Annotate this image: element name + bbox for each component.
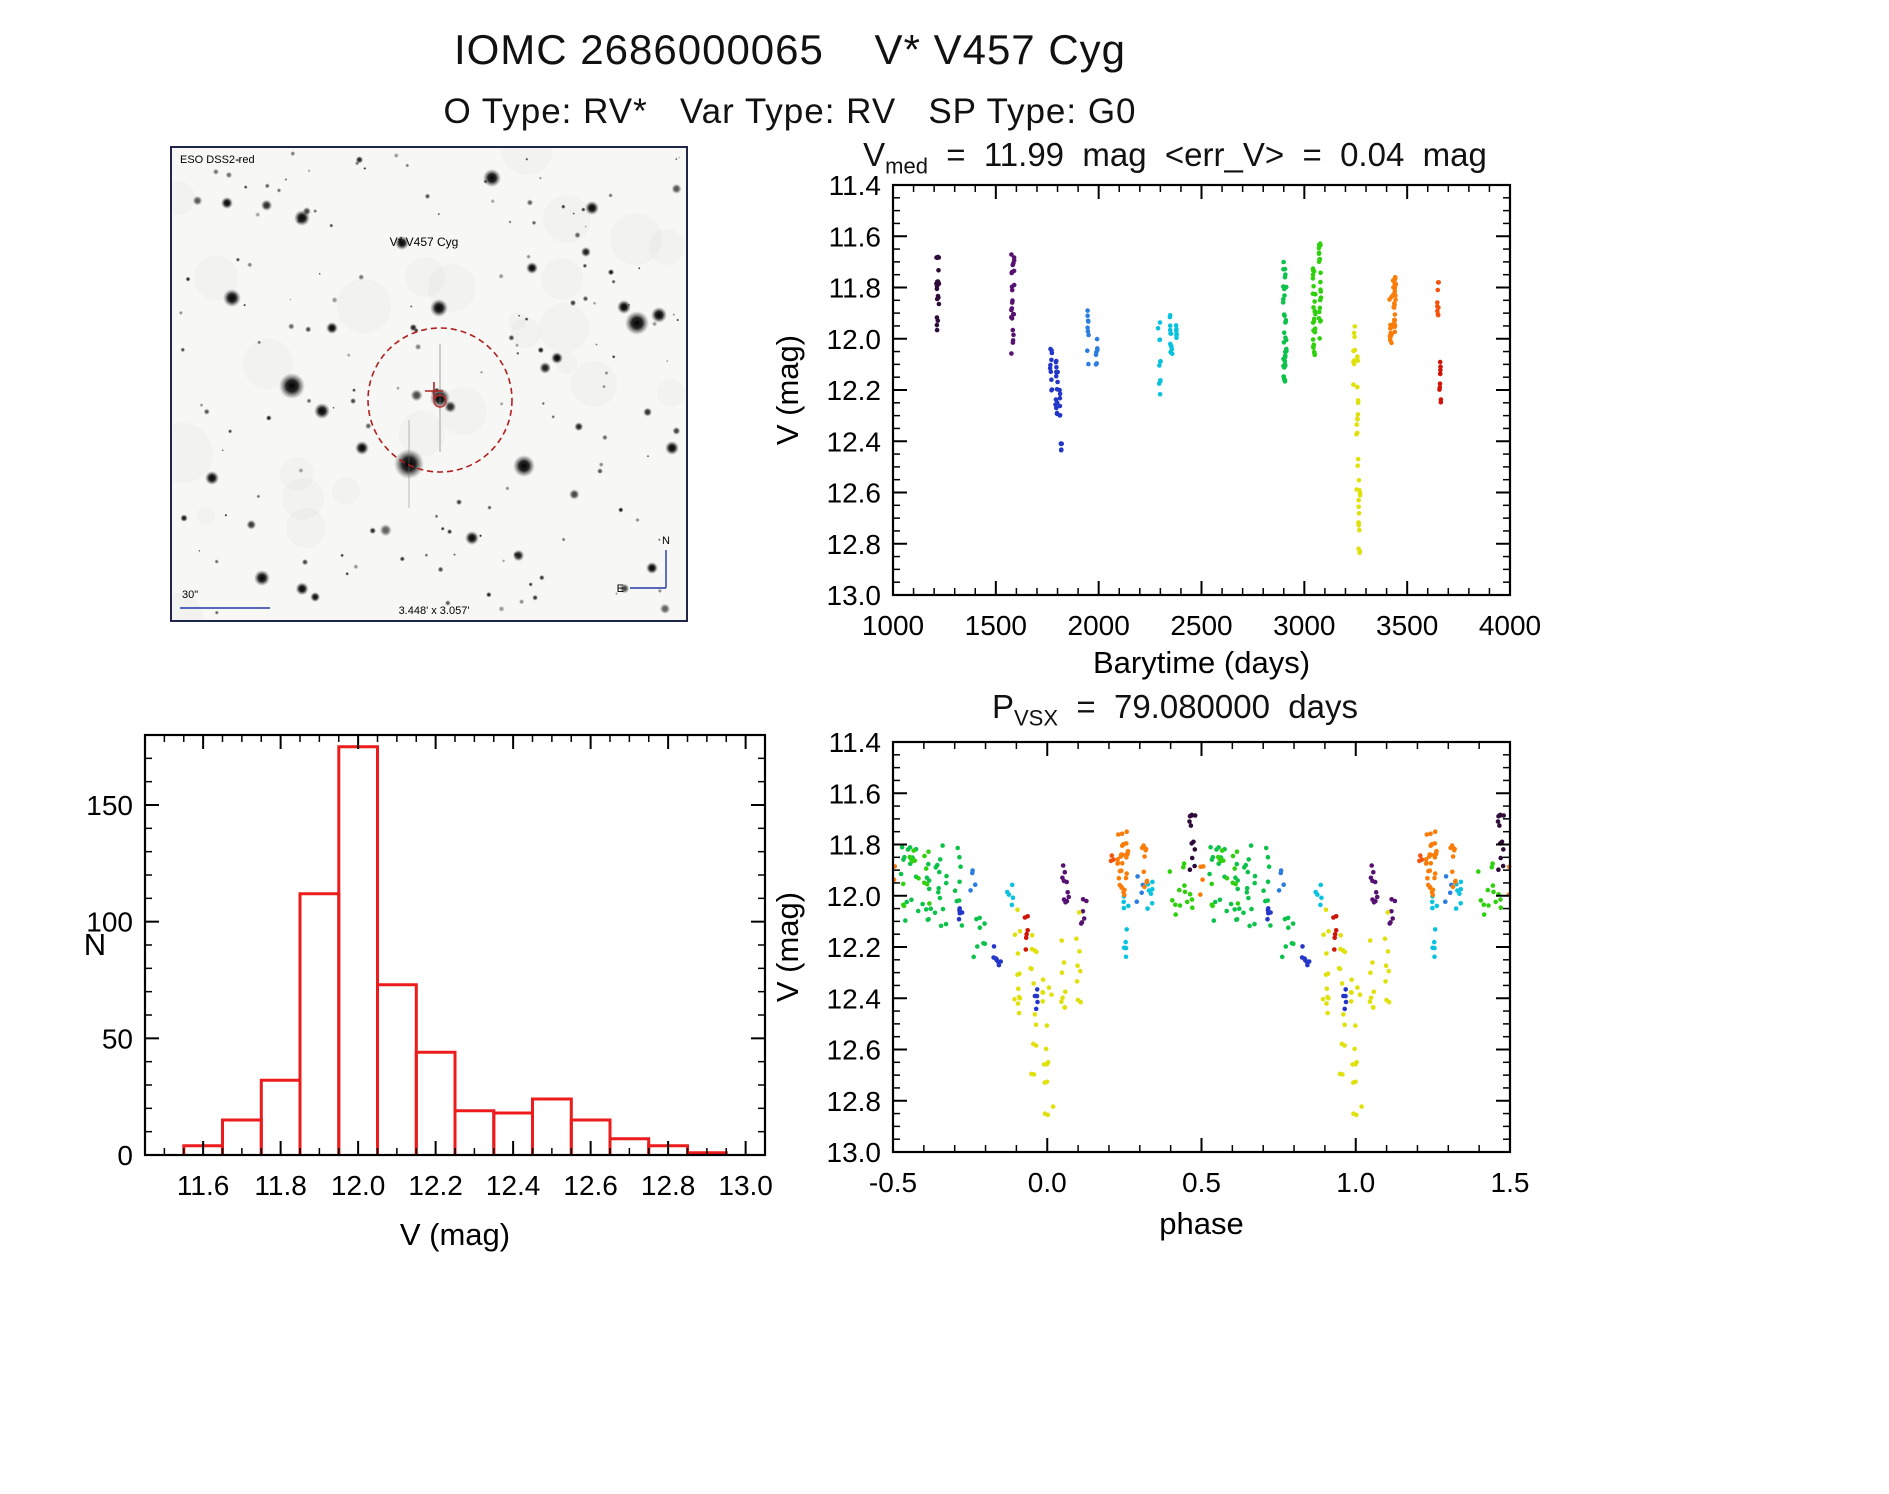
svg-text:0.0: 0.0: [1028, 1167, 1067, 1198]
svg-text:11.8: 11.8: [829, 830, 881, 861]
svg-text:12.6: 12.6: [827, 1035, 882, 1066]
svg-text:12.8: 12.8: [827, 529, 882, 560]
survey-label: ESO DSS2-red: [180, 154, 255, 166]
svg-text:12.4: 12.4: [486, 1170, 541, 1201]
lightcurve-title-rest: = 11.99 mag <err_V> = 0.04 mag: [927, 136, 1487, 173]
svg-text:2000: 2000: [1068, 610, 1130, 641]
svg-text:Barytime (days): Barytime (days): [1093, 645, 1310, 680]
phase-title-sub: VSX: [1014, 705, 1059, 731]
svg-text:1.5: 1.5: [1491, 1167, 1530, 1198]
phase-folded-chart: -0.5 0.0 0.5 1.0 1.5 11.4 11.6 11.8 12.0 12.2 12.4…: [770, 725, 1580, 1275]
svg-text:3000: 3000: [1273, 610, 1335, 641]
page-subtitle: O Type: RV* Var Type: RV SP Type: G0: [443, 92, 1137, 131]
svg-text:12.4: 12.4: [827, 426, 882, 457]
svg-text:N: N: [84, 927, 106, 962]
hist-chart-svg: 11.6 11.8 12.0 12.2 12.4 12.6 12.8 13.0 0 50 100 15…: [84, 733, 773, 1252]
scale-label: 30": [182, 589, 198, 601]
page-title: IOMC 2686000065 V* V457 Cyg: [453, 26, 1127, 73]
svg-text:11.8: 11.8: [829, 273, 881, 304]
svg-text:V (mag): V (mag): [400, 1217, 510, 1252]
svg-text:100: 100: [86, 907, 133, 938]
svg-text:1000: 1000: [862, 610, 924, 641]
svg-text:150: 150: [86, 790, 133, 821]
svg-text:12.0: 12.0: [827, 881, 882, 912]
data-points: [934, 241, 1444, 556]
magnitude-histogram-chart: 11.6 11.8 12.0 12.2 12.4 12.6 12.8 13.0 0 50 100 15…: [55, 718, 800, 1293]
finder-chart-image: V* V457 Cyg ESO DSS2-red 30" 3.448' x 3.057…: [151, 123, 688, 645]
phase-title-main: P: [991, 688, 1014, 725]
lightcurve-chart: 1000 1500 2000 2500 3000 3500 4000 11.4 11.6 11.8…: [770, 170, 1580, 710]
svg-text:11.6: 11.6: [177, 1170, 229, 1201]
svg-text:3500: 3500: [1376, 610, 1438, 641]
svg-text:1500: 1500: [965, 610, 1027, 641]
svg-text:12.8: 12.8: [827, 1086, 882, 1117]
fov-label: 3.448' x 3.057': [399, 605, 470, 617]
lc-chart-svg: 1000 1500 2000 2500 3000 3500 4000 11.4 11.6 11.8…: [770, 170, 1541, 680]
lightcurve-title-sub: med: [885, 153, 928, 179]
svg-text:12.6: 12.6: [563, 1170, 618, 1201]
svg-text:13.0: 13.0: [718, 1170, 773, 1201]
lightcurve-title: Vmed = 11.99 mag <err_V> = 0.04 mag: [770, 136, 1580, 180]
data-points: [891, 812, 1512, 1118]
svg-text:11.4: 11.4: [829, 170, 881, 201]
svg-text:V (mag): V (mag): [770, 892, 805, 1002]
svg-text:12.4: 12.4: [827, 983, 882, 1014]
svg-text:phase: phase: [1159, 1206, 1243, 1241]
svg-text:50: 50: [102, 1023, 133, 1054]
svg-text:11.6: 11.6: [829, 778, 881, 809]
phase-title-rest: = 79.080000 days: [1058, 688, 1359, 725]
svg-text:0: 0: [117, 1140, 133, 1171]
svg-text:12.8: 12.8: [641, 1170, 696, 1201]
svg-text:1.0: 1.0: [1336, 1167, 1375, 1198]
svg-text:11.8: 11.8: [254, 1170, 306, 1201]
svg-text:V (mag): V (mag): [770, 335, 805, 445]
finder-sky-svg: V* V457 Cyg ESO DSS2-red 30" 3.448' x 3.057…: [151, 123, 686, 645]
svg-text:4000: 4000: [1479, 610, 1541, 641]
phase-plot-title: PVSX = 79.080000 days: [770, 688, 1580, 732]
svg-text:13.0: 13.0: [827, 580, 882, 611]
svg-text:12.2: 12.2: [408, 1170, 463, 1201]
histogram-bars: [182, 745, 728, 1155]
compass-e-label: E: [617, 583, 624, 595]
svg-text:12.2: 12.2: [827, 932, 882, 963]
target-circle: [367, 327, 513, 473]
svg-text:2500: 2500: [1170, 610, 1232, 641]
svg-text:11.6: 11.6: [829, 221, 881, 252]
svg-text:0.5: 0.5: [1182, 1167, 1221, 1198]
svg-text:12.0: 12.0: [827, 324, 882, 355]
svg-text:13.0: 13.0: [827, 1137, 882, 1168]
svg-text:12.6: 12.6: [827, 478, 882, 509]
ph-chart-svg: -0.5 0.0 0.5 1.0 1.5 11.4 11.6 11.8 12.0 12.2 12.4…: [770, 727, 1530, 1241]
svg-text:12.0: 12.0: [331, 1170, 386, 1201]
svg-text:12.2: 12.2: [827, 375, 882, 406]
svg-text:-0.5: -0.5: [869, 1167, 917, 1198]
lightcurve-title-main: V: [863, 136, 886, 173]
compass-n-label: N: [662, 535, 670, 547]
svg-text:11.4: 11.4: [829, 727, 881, 758]
finder-target-label: V* V457 Cyg: [390, 235, 459, 249]
